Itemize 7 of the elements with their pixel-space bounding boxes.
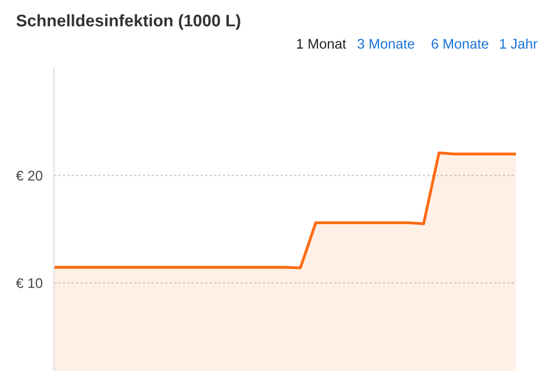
- y-tick-label: € 10: [16, 278, 42, 288]
- text: 3 Monate: [358, 38, 414, 49]
- chart-title: Schnelldesinfektion (1000 L): [16, 14, 240, 30]
- y-tick-label: € 20: [16, 170, 42, 181]
- text: 1 Jahr: [500, 38, 538, 49]
- text: 6 Monate: [432, 38, 488, 49]
- text: 1 Monat: [297, 39, 346, 49]
